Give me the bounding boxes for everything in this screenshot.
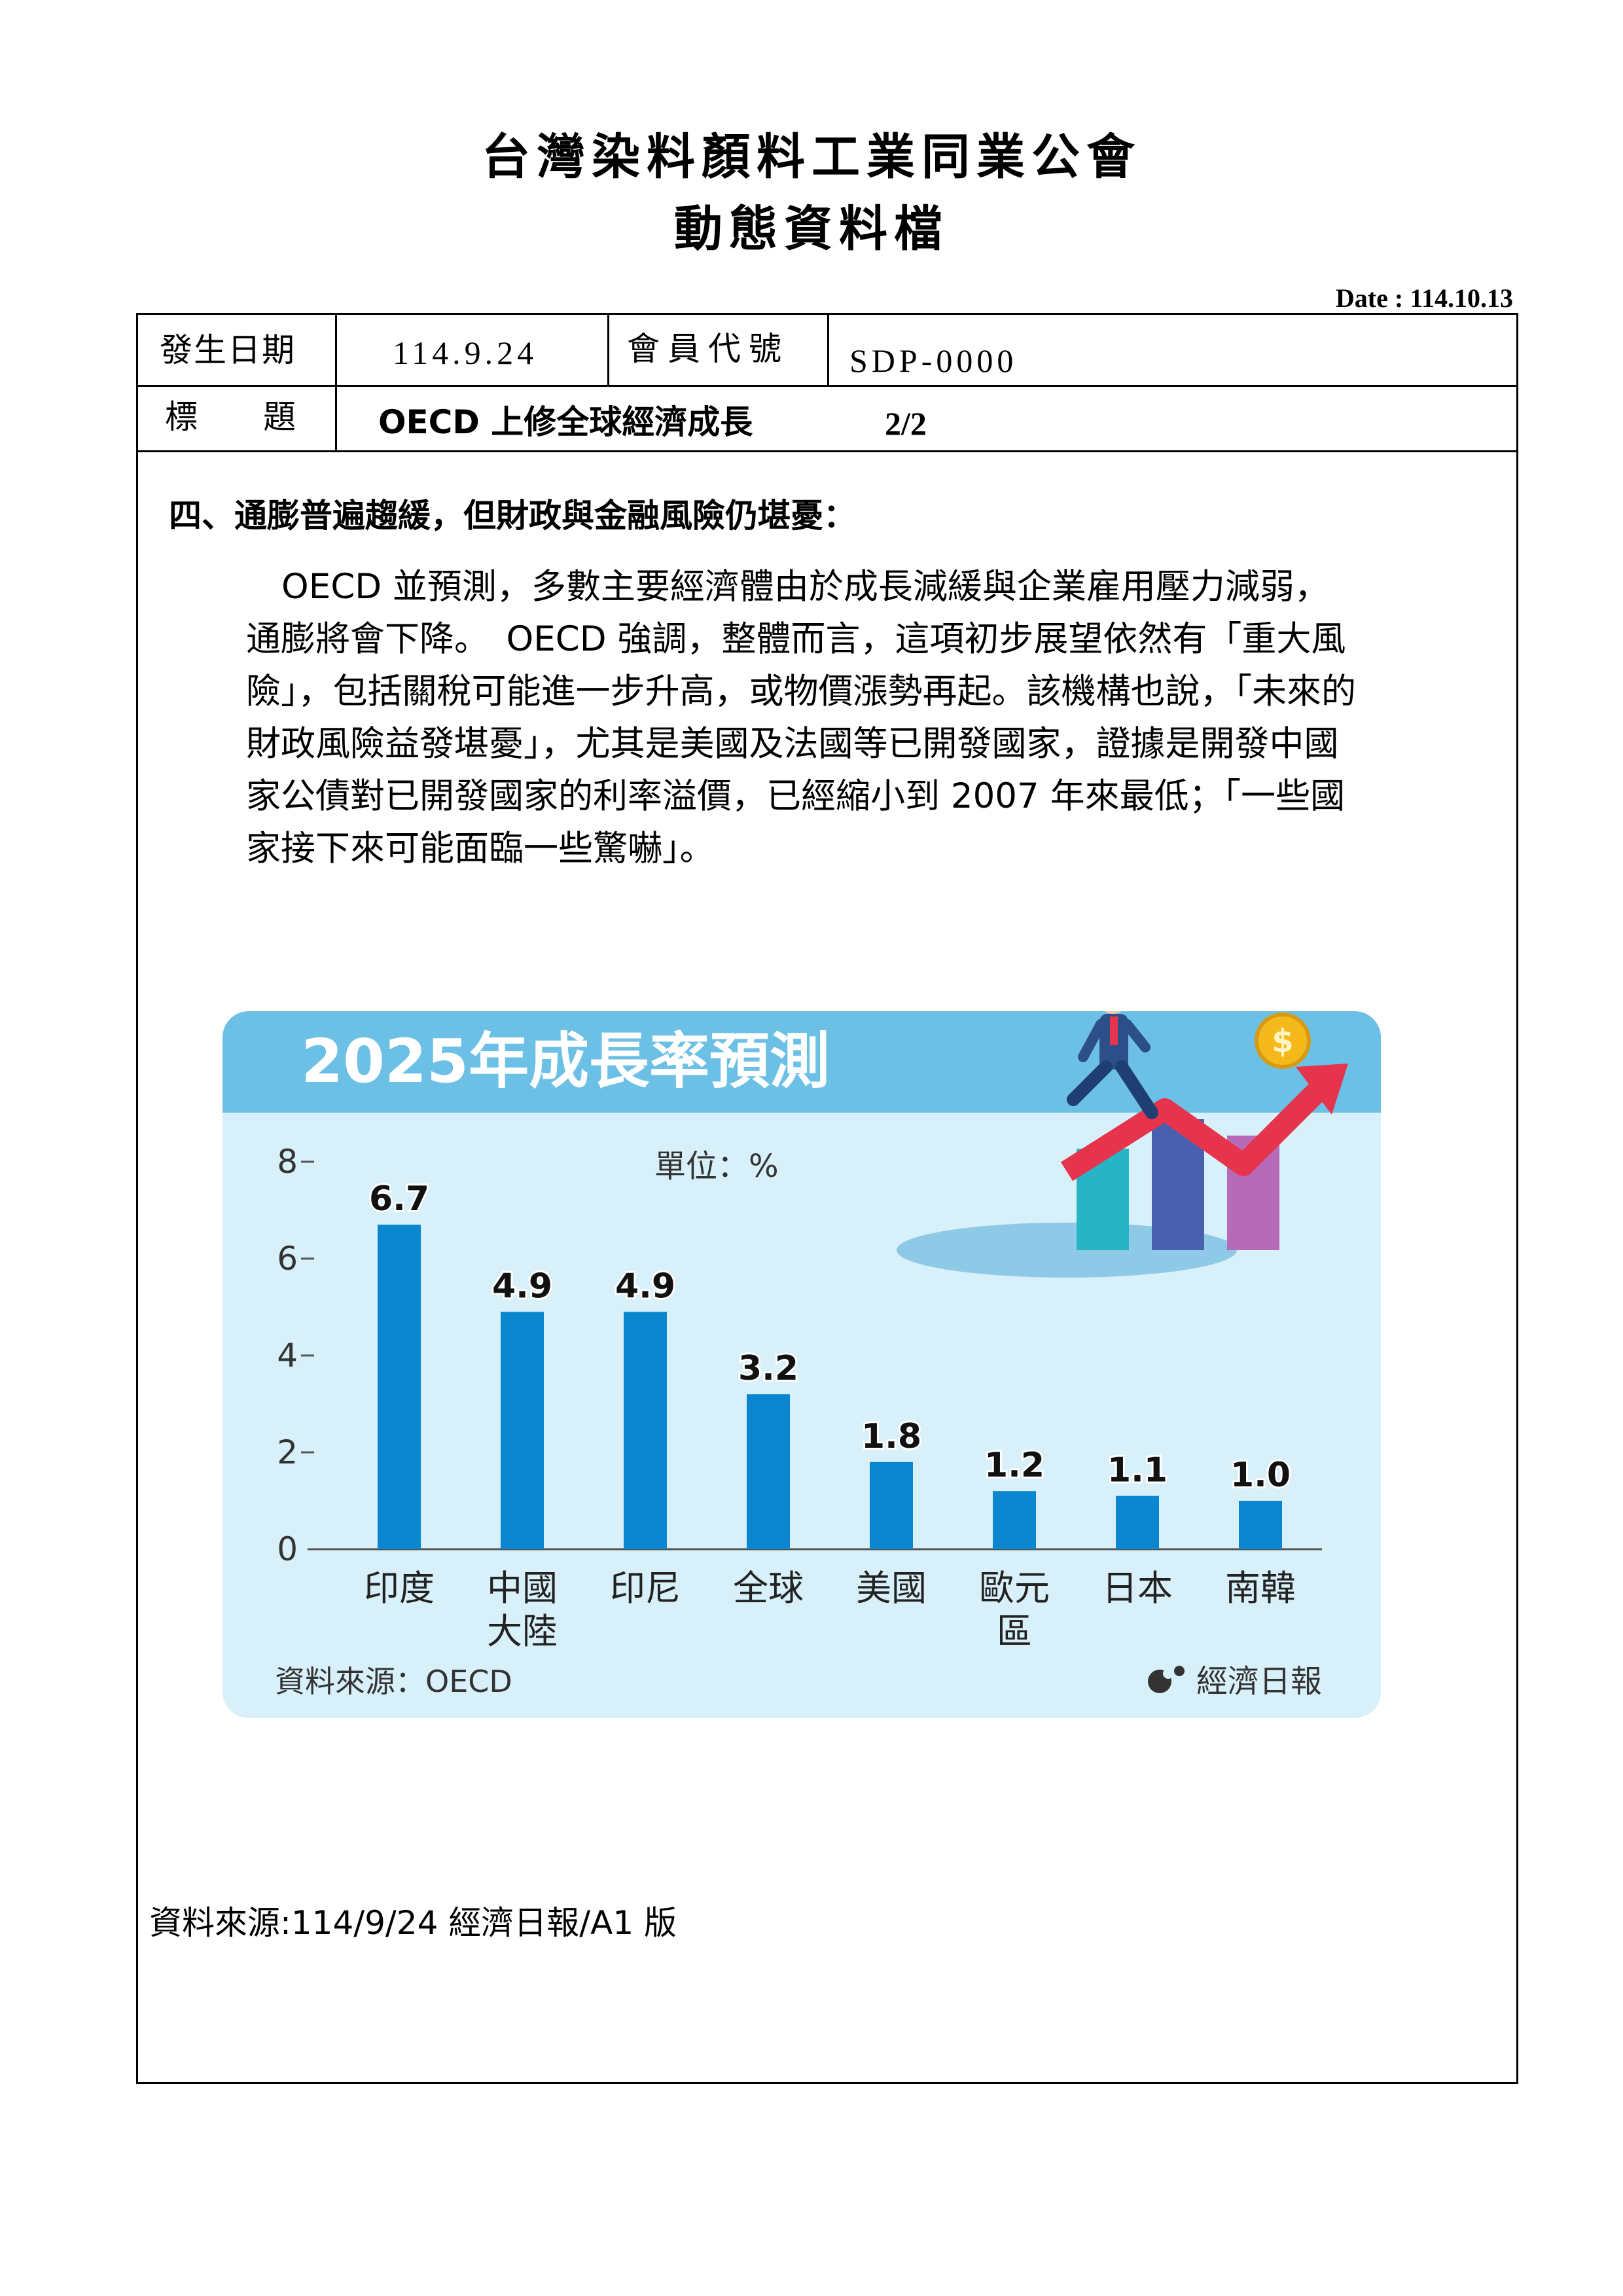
section-heading: 四、通膨普遍趨緩，但財政與金融風險仍堪憂： <box>169 497 856 535</box>
paragraph-line: 通膨將會下降。 OECD 強調，整體而言，這項初步展望依然有「重大風 <box>246 619 1346 659</box>
y-tick-label: 0 <box>277 1530 298 1568</box>
category-label: 日本 <box>1102 1568 1173 1609</box>
chart-publisher: 經濟日報 <box>1196 1663 1322 1700</box>
growth-forecast-chart: 2025年成長率預測 $ 單位：% 0 2 4 6 8 6.7 印度 4.9 中國 大陸 4.9 印… <box>223 1011 1381 1718</box>
bar-value-label: 4.9 <box>615 1266 675 1306</box>
unit-note: 單位：% <box>654 1148 779 1185</box>
bar-value-label: 1.2 <box>984 1446 1044 1485</box>
date-value: 114.9.24 <box>393 334 538 371</box>
y-tick-label: 6 <box>277 1240 298 1278</box>
subject-label: 標 題 <box>165 398 296 436</box>
paragraph-line: 險」，包括關稅可能進一步升高，或物價漲勢再起。該機構也說，「未來的 <box>246 672 1356 711</box>
table-divider-col3 <box>827 313 829 386</box>
document-subtitle: 動態資料檔 <box>674 201 949 257</box>
bar-value-label: 6.7 <box>369 1179 429 1219</box>
paragraph-line: 財政風險益發堪憂」，尤其是美國及法國等已開發國家，證據是開發中國 <box>246 724 1339 764</box>
category-label: 歐元 <box>979 1568 1050 1609</box>
category-label: 印尼 <box>610 1568 681 1609</box>
article-source: 資料來源:114/9/24 經濟日報/A1 版 <box>149 1904 677 1942</box>
bar <box>993 1491 1036 1549</box>
bar <box>1116 1496 1159 1549</box>
document-date: Date : 114.10.13 <box>1335 283 1513 313</box>
category-label: 美國 <box>856 1568 927 1609</box>
subject-value: OECD 上修全球經濟成長 <box>378 403 753 441</box>
paragraph-line: OECD 並預測，多數主要經濟體由於成長減緩與企業雇用壓力減弱， <box>281 567 1329 607</box>
bar-value-label: 1.8 <box>861 1417 921 1456</box>
growth-illustration-icon: $ <box>897 1011 1348 1278</box>
chart-source: 資料來源：OECD <box>275 1664 512 1699</box>
y-tick-label: 4 <box>277 1336 298 1374</box>
paragraph-line: 家公債對已開發國家的利率溢價，已經縮小到 2007 年來最低；「一些國 <box>246 776 1346 816</box>
document-title: 台灣染料顏料工業同業公會 <box>482 129 1141 185</box>
bar <box>378 1225 421 1549</box>
table-divider-row2 <box>136 450 1518 452</box>
category-label: 中國 <box>487 1568 558 1609</box>
bar <box>870 1462 913 1549</box>
bar <box>747 1394 790 1549</box>
member-label: 會員代號 <box>627 330 789 368</box>
bar <box>624 1312 667 1549</box>
chart-header-band <box>223 1011 1381 1113</box>
bar-value-label: 3.2 <box>738 1349 798 1388</box>
member-value: SDP-0000 <box>849 342 1018 379</box>
paragraph-line: 家接下來可能面臨一些驚嚇」。 <box>246 829 715 869</box>
bar <box>1239 1501 1282 1549</box>
category-label: 印度 <box>364 1568 435 1609</box>
table-divider-col1 <box>335 313 337 452</box>
bar <box>501 1312 544 1549</box>
y-tick-label: 8 <box>277 1143 298 1181</box>
category-label: 大陸 <box>487 1611 558 1652</box>
date-label: 發生日期 <box>160 331 296 369</box>
chart-title: 2025年成長率預測 <box>301 1026 830 1096</box>
table-divider-col2 <box>607 313 609 386</box>
page-number: 2/2 <box>885 405 927 442</box>
publisher-logo-icon <box>1148 1666 1185 1693</box>
bar-value-label: 4.9 <box>492 1266 552 1306</box>
y-tick-label: 2 <box>277 1433 298 1471</box>
category-label: 區 <box>997 1611 1032 1652</box>
category-label: 全球 <box>733 1568 804 1609</box>
category-label: 南韓 <box>1225 1568 1296 1609</box>
bar-value-label: 1.0 <box>1230 1456 1291 1495</box>
bar-value-label: 1.1 <box>1107 1451 1168 1490</box>
svg-text:$: $ <box>1272 1023 1293 1060</box>
